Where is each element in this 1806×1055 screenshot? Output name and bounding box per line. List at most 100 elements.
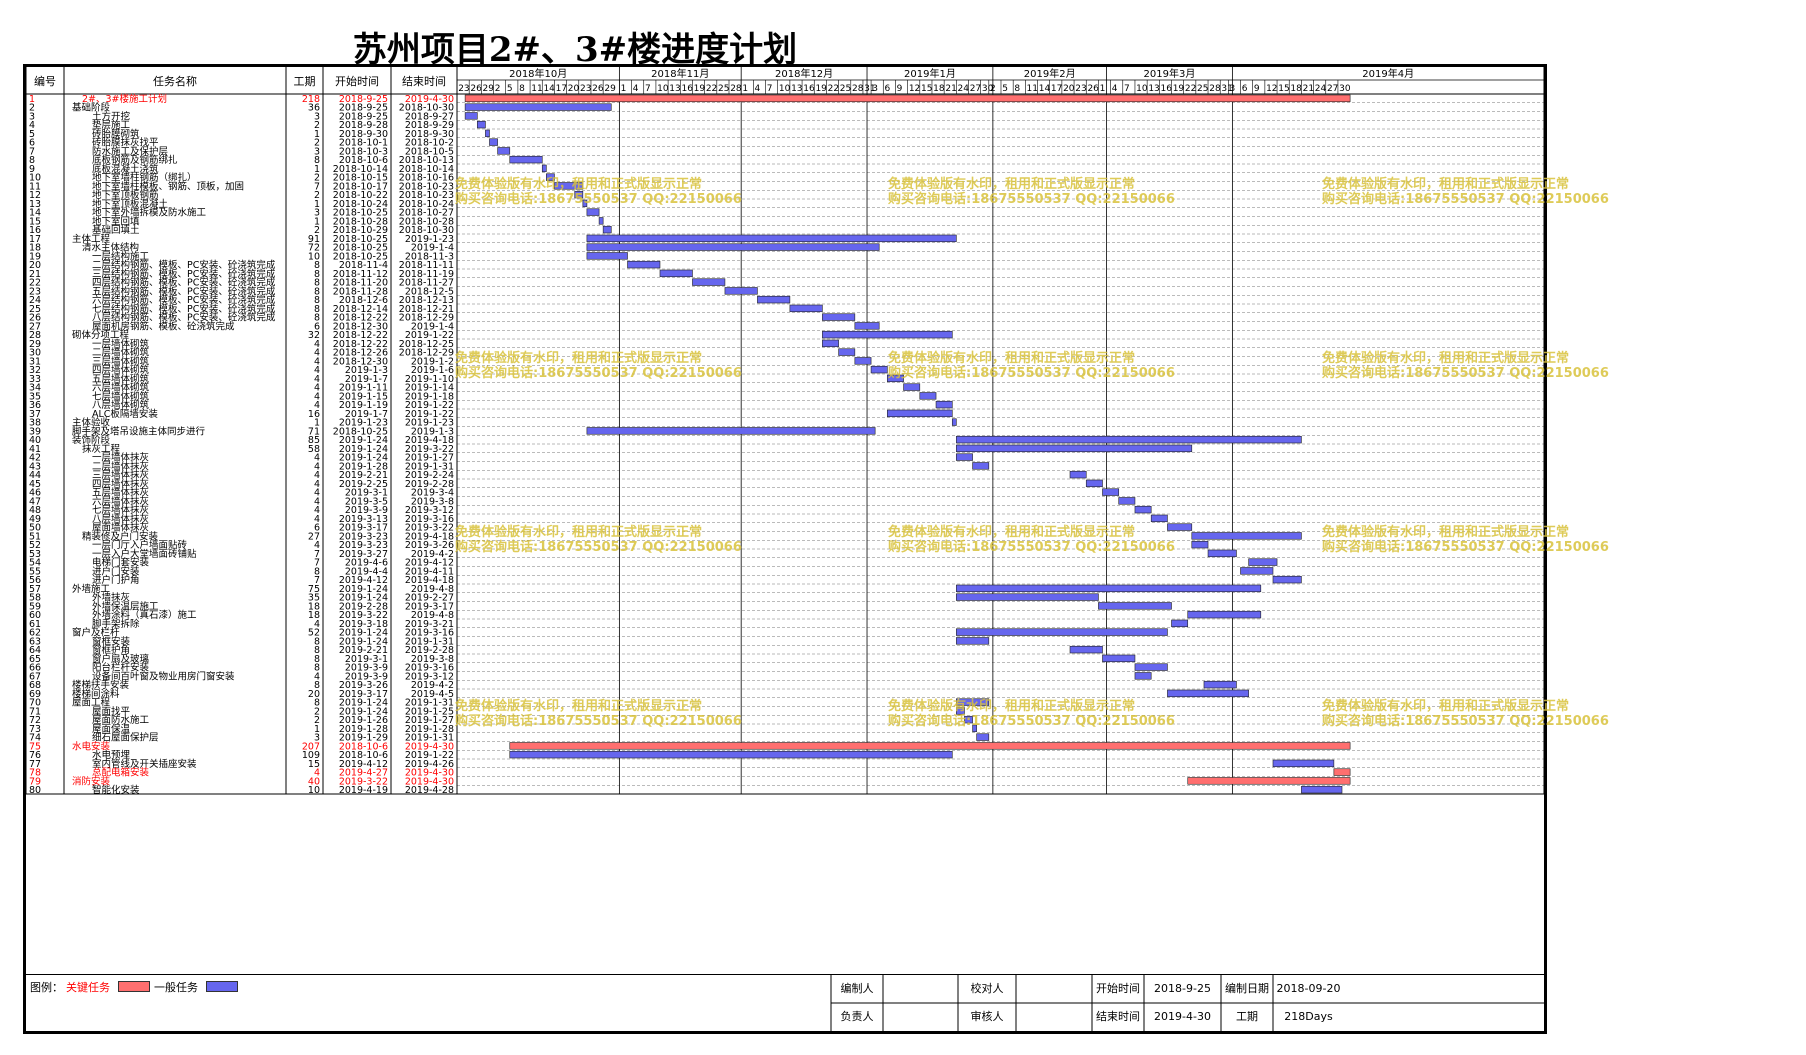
- task-end: 2018-11-27: [399, 278, 454, 289]
- task-name: 地下室回填: [92, 215, 140, 227]
- page-title: 苏州项目2#、3#楼进度计划: [352, 30, 798, 70]
- task-end: 2018-12-21: [399, 304, 454, 315]
- task-name: 屋面防水施工: [92, 714, 150, 726]
- task-duration: 4: [314, 514, 320, 525]
- task-name: 七层结构钢筋、模板、PC安装、砼浇筑完成: [92, 303, 276, 315]
- task-id: 20: [29, 260, 41, 271]
- day-label: 21: [1303, 84, 1314, 94]
- task-id: 5: [29, 129, 35, 140]
- task-name: 窗框护角: [92, 644, 130, 656]
- task-id: 21: [29, 269, 41, 280]
- day-label: 11: [531, 84, 542, 94]
- day-label: 24: [1315, 84, 1327, 94]
- task-end: 2018-12-29: [399, 313, 454, 324]
- task-id: 8: [29, 155, 35, 166]
- task-duration: 35: [308, 593, 320, 604]
- task-name: 水电安装: [72, 740, 111, 752]
- task-name: 四层墙体抹灰: [92, 478, 149, 490]
- task-bar: [464, 103, 612, 111]
- task-bar: [1248, 558, 1278, 566]
- task-start: 2019-1-19: [339, 400, 388, 411]
- task-bar: [1102, 654, 1136, 663]
- watermark-text: 免费体验版有水印，租用和正式版显示正常: [1322, 351, 1570, 366]
- task-id: 32: [29, 365, 41, 376]
- task-start: 2019-1-3: [345, 365, 388, 376]
- task-duration: 75: [308, 584, 320, 595]
- task-bar: [1150, 514, 1168, 523]
- day-label: 6: [884, 84, 890, 94]
- task-duration: 4: [314, 453, 320, 464]
- task-id: 10: [29, 173, 41, 184]
- task-id: 48: [29, 505, 41, 516]
- column-header: 任务名称: [153, 74, 197, 88]
- task-end: 2019-4-2: [411, 549, 454, 560]
- task-name: 外墙涂料（真石漆）施工: [92, 609, 197, 621]
- task-name: 细石屋面保护层: [92, 732, 159, 744]
- task-duration: 3: [314, 733, 320, 744]
- task-duration: 3: [314, 111, 320, 122]
- task-bar: [972, 462, 990, 470]
- task-id: 38: [29, 418, 41, 429]
- critical-task-bar: [464, 94, 1351, 103]
- task-name: 六层墙体砌筑: [92, 382, 150, 394]
- month-label: 2018年12月: [775, 67, 833, 80]
- task-start: 2019-4-4: [345, 566, 388, 577]
- task-name: 屋面保温: [92, 723, 131, 735]
- task-id: 45: [29, 479, 41, 490]
- task-name: 设备间百叶窗及物业用房门窗安装: [92, 670, 235, 682]
- task-start: 2019-1-28: [339, 724, 388, 735]
- day-label: 15: [921, 84, 932, 94]
- task-name: 底板钢筋及钢筋绑扎: [92, 154, 178, 166]
- task-id: 67: [29, 671, 41, 682]
- month-label: 2019年4月: [1362, 67, 1414, 80]
- task-id: 13: [29, 199, 41, 210]
- task-duration: 4: [314, 671, 320, 682]
- footer-owner: 负责人: [840, 1010, 874, 1023]
- task-id: 77: [29, 759, 41, 770]
- task-start: 2018-12-14: [333, 304, 388, 315]
- task-id: 61: [29, 619, 41, 630]
- task-bar: [598, 217, 604, 225]
- task-start: 2019-3-9: [345, 505, 388, 516]
- task-name: 进户门安装: [92, 565, 140, 577]
- task-id: 29: [29, 339, 41, 350]
- task-bar: [1272, 759, 1335, 768]
- task-name: 地下室墙柱模板、钢筋、顶板，加固: [92, 180, 244, 192]
- day-label: 23: [580, 84, 591, 94]
- task-start: 2018-12-22: [333, 330, 388, 341]
- task-duration: 8: [314, 566, 320, 577]
- task-start: 2018-11-28: [333, 286, 388, 297]
- task-start: 2018-9-28: [339, 120, 388, 131]
- task-bar: [1301, 785, 1343, 794]
- task-end: 2019-2-27: [405, 593, 454, 604]
- task-name: 七层墙体砌筑: [92, 390, 150, 402]
- task-bar: [822, 330, 953, 339]
- task-start: 2018-12-22: [333, 339, 388, 350]
- task-start: 2019-1-15: [339, 391, 388, 402]
- day-label: 19: [815, 84, 827, 94]
- task-end: 2018-12-5: [405, 286, 454, 297]
- task-start: 2018-9-30: [339, 129, 388, 140]
- task-id: 27: [29, 321, 41, 332]
- task-bar: [822, 339, 839, 348]
- day-label: 15: [1278, 84, 1289, 94]
- task-duration: 2: [314, 715, 320, 726]
- task-start: 2019-3-23: [339, 531, 388, 542]
- task-end: 2019-3-16: [405, 514, 454, 525]
- task-duration: 16: [308, 409, 320, 420]
- task-duration: 207: [302, 741, 320, 752]
- task-id: 58: [29, 593, 41, 604]
- task-bar: [1085, 479, 1103, 488]
- task-bar: [485, 129, 490, 138]
- day-label: 26: [592, 84, 604, 94]
- task-id: 62: [29, 628, 41, 639]
- task-duration: 1: [314, 129, 320, 140]
- task-end: 2019-4-5: [411, 689, 454, 700]
- task-end: 2019-1-22: [405, 409, 454, 420]
- task-start: 2019-2-28: [339, 601, 388, 612]
- task-start: 2019-1-24: [339, 453, 388, 464]
- task-duration: 8: [314, 636, 320, 647]
- task-end: 2019-4-11: [405, 566, 454, 577]
- task-end: 2019-1-25: [405, 706, 454, 717]
- task-end: 2018-12-29: [399, 348, 454, 359]
